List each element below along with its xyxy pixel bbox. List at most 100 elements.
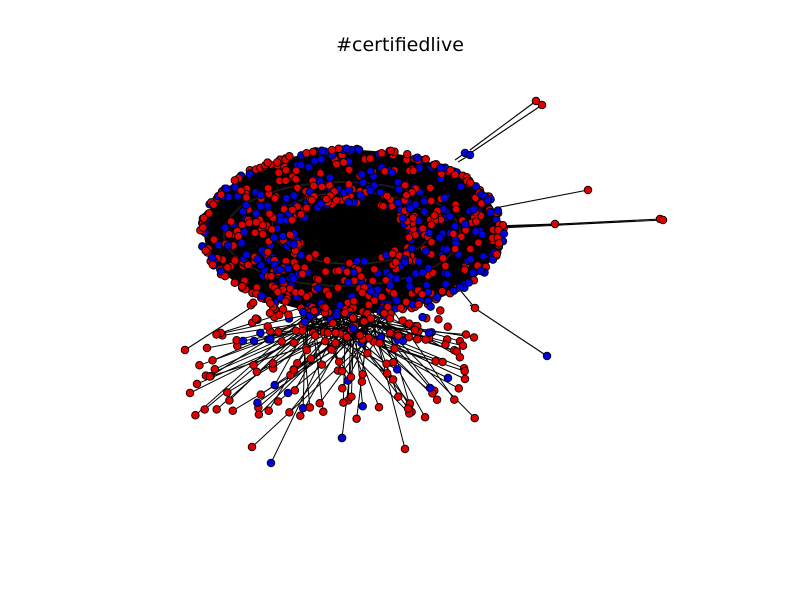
- graph-node: [180, 345, 190, 355]
- graph-node: [366, 314, 376, 323]
- graph-node: [414, 300, 423, 309]
- graph-node: [392, 365, 402, 374]
- graph-node: [382, 359, 391, 368]
- graph-node: [344, 179, 354, 189]
- graph-node: [408, 213, 418, 223]
- graph-node: [400, 181, 410, 190]
- graph-node: [307, 195, 316, 205]
- graph-node: [288, 205, 297, 215]
- graph-node: [243, 260, 253, 270]
- graph-node: [238, 336, 248, 346]
- graph-node: [327, 345, 336, 354]
- graph-node: [285, 230, 295, 240]
- graph-node: [291, 326, 301, 335]
- graph-node: [268, 359, 278, 368]
- graph-node: [436, 163, 445, 173]
- graph-node: [281, 297, 290, 306]
- graph-node: [449, 286, 458, 296]
- edge: [210, 309, 314, 377]
- graph-node: [411, 269, 420, 278]
- graph-node: [273, 287, 282, 297]
- graph-node: [583, 185, 593, 195]
- graph-node: [339, 398, 348, 407]
- graph-node: [321, 267, 330, 276]
- graph-node: [274, 168, 283, 177]
- graph-node: [469, 205, 478, 214]
- graph-node: [470, 303, 480, 313]
- graph-node: [479, 252, 488, 261]
- graph-node: [445, 212, 455, 221]
- graph-node: [283, 264, 293, 274]
- graph-node: [421, 247, 431, 256]
- graph-node: [358, 401, 367, 411]
- graph-node: [435, 233, 444, 242]
- graph-node: [348, 324, 358, 333]
- graph-node: [344, 165, 354, 175]
- edge: [220, 305, 309, 334]
- graph-node: [185, 388, 195, 398]
- graph-node: [212, 405, 221, 414]
- graph-node: [470, 413, 479, 423]
- graph-node: [455, 283, 465, 292]
- graph-node: [256, 328, 265, 338]
- graph-node: [375, 188, 385, 197]
- graph-node: [209, 200, 218, 209]
- graph-node: [277, 337, 286, 346]
- graph-node: [258, 230, 268, 239]
- graph-node: [358, 178, 368, 187]
- graph-node: [455, 352, 465, 362]
- graph-node: [305, 403, 315, 412]
- graph-node: [324, 290, 334, 300]
- graph-node: [247, 442, 257, 452]
- graph-node: [289, 240, 298, 249]
- graph-node: [323, 328, 332, 338]
- graph-node: [198, 223, 208, 232]
- graph-node: [380, 309, 389, 318]
- graph-node: [253, 398, 262, 407]
- graph-node: [404, 275, 414, 284]
- graph-node: [352, 414, 361, 424]
- graph-node: [313, 283, 323, 293]
- graph-node: [334, 357, 344, 366]
- graph-node: [493, 206, 503, 215]
- graph-node: [199, 213, 209, 223]
- graph-node: [366, 287, 376, 296]
- graph-node: [400, 444, 410, 454]
- graph-node: [425, 383, 435, 393]
- graph-node: [344, 197, 353, 207]
- graph-node: [283, 388, 293, 398]
- graph-node: [287, 215, 297, 225]
- graph-node: [209, 235, 219, 244]
- graph-node: [316, 168, 325, 178]
- graph-node: [325, 181, 334, 190]
- graph-node: [210, 364, 220, 374]
- graph-node: [298, 307, 308, 317]
- edge: [299, 326, 351, 416]
- graph-node: [284, 310, 293, 319]
- graph-node: [413, 153, 422, 162]
- graph-node: [382, 369, 392, 378]
- graph-node: [192, 379, 202, 389]
- graph-node: [265, 209, 274, 219]
- graph-node: [289, 274, 298, 284]
- edge: [499, 218, 661, 228]
- graph-node: [254, 410, 264, 419]
- graph-node: [293, 358, 302, 368]
- graph-node: [309, 306, 319, 316]
- edge: [184, 304, 256, 351]
- graph-node: [256, 390, 266, 399]
- graph-node: [451, 204, 461, 214]
- edge: [471, 104, 543, 153]
- graph-node: [200, 405, 209, 414]
- edge: [469, 304, 548, 357]
- graph-node: [377, 149, 386, 158]
- graph-node: [278, 231, 288, 241]
- graph-node: [441, 261, 450, 271]
- edge: [268, 302, 334, 411]
- graph-node: [220, 223, 230, 232]
- graph-node: [302, 203, 311, 213]
- graph-node: [443, 373, 453, 383]
- graph-node: [369, 265, 379, 274]
- graph-node: [388, 249, 397, 259]
- graph-node: [252, 367, 262, 377]
